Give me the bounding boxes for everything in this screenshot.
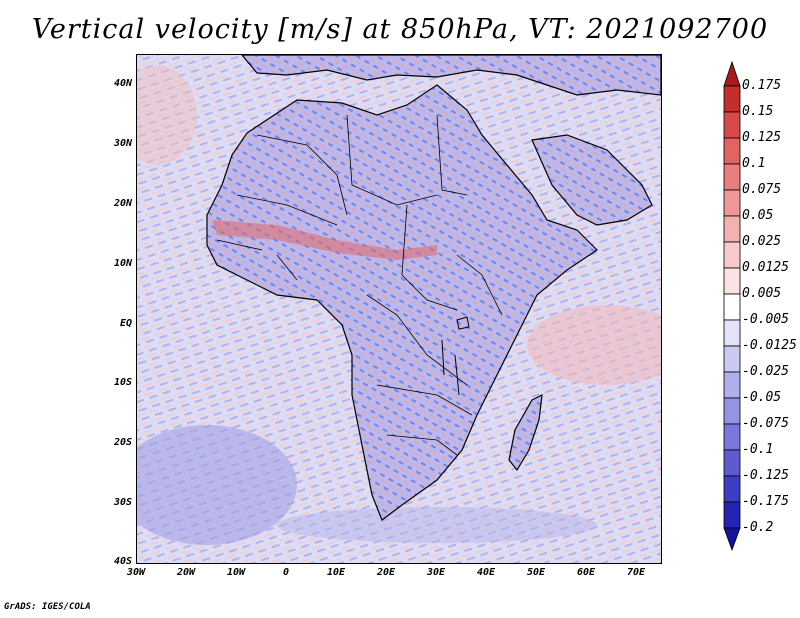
colorbar-box xyxy=(723,215,741,243)
lake-victoria xyxy=(456,316,470,330)
colorbar-box xyxy=(723,163,741,191)
colorbar-box xyxy=(723,345,741,373)
sahel-ascent-band xyxy=(212,220,437,260)
colorbar-label: 0.0125 xyxy=(742,260,789,275)
colorbar-label: -0.005 xyxy=(742,312,789,327)
map-canvas xyxy=(137,55,661,563)
lon-tick-0: 0 xyxy=(282,567,290,578)
map-panel xyxy=(136,54,662,564)
lon-tick-30W: 30W xyxy=(126,567,146,578)
colorbar-label: 0.05 xyxy=(742,208,774,223)
europe-land xyxy=(241,55,661,96)
colorbar-label: 0.15 xyxy=(742,104,774,119)
colorbar-label: -0.0125 xyxy=(742,338,797,353)
colorbar-box xyxy=(723,371,741,399)
colorbar-box xyxy=(723,423,741,451)
colorbar-boxes xyxy=(723,60,741,552)
colorbar-box xyxy=(723,137,741,165)
colorbar-label: 0.025 xyxy=(742,234,782,249)
lon-tick-10W: 10W xyxy=(226,567,246,578)
colorbar-label: -0.05 xyxy=(742,390,782,405)
lon-tick-60E: 60E xyxy=(576,567,596,578)
country-borders xyxy=(216,114,503,456)
colorbar-label: -0.1 xyxy=(742,442,774,457)
colorbar-label: -0.075 xyxy=(742,416,789,431)
colorbar-label: -0.2 xyxy=(742,520,774,535)
lon-tick-10E: 10E xyxy=(326,567,346,578)
colorbar-label: -0.125 xyxy=(742,468,789,483)
colorbar-box xyxy=(723,189,741,217)
colorbar xyxy=(723,60,741,552)
lon-tick-50E: 50E xyxy=(526,567,546,578)
lat-tick-30N: 30N xyxy=(113,138,132,149)
lat-tick-30S: 30S xyxy=(113,497,132,508)
lon-tick-20W: 20W xyxy=(176,567,196,578)
colorbar-label: 0.005 xyxy=(742,286,782,301)
colorbar-label: 0.175 xyxy=(742,78,782,93)
colorbar-label: 0.075 xyxy=(742,182,782,197)
southern-band xyxy=(277,507,597,543)
colorbar-box xyxy=(723,475,741,503)
lat-tick-10S: 10S xyxy=(113,377,132,388)
lat-tick-20S: 20S xyxy=(113,437,132,448)
lat-tick-20N: 20N xyxy=(113,198,132,209)
map-title: Vertical velocity [m/s] at 850hPa, VT: 2… xyxy=(31,14,769,45)
colorbar-box xyxy=(723,397,741,425)
north-atlantic-patch xyxy=(137,65,197,165)
colorbar-label: 0.125 xyxy=(742,130,782,145)
madagascar xyxy=(508,393,543,472)
arabian-peninsula xyxy=(531,134,653,226)
colorbar-box xyxy=(723,449,741,477)
rift-lakes xyxy=(441,339,460,396)
lon-tick-70E: 70E xyxy=(626,567,646,578)
lat-tick-40S: 40S xyxy=(113,556,132,567)
lon-tick-40E: 40E xyxy=(476,567,496,578)
colorbar-box xyxy=(723,501,741,529)
credit-text: GrADS: IGES/COLA xyxy=(4,602,91,612)
south-atlantic-descent xyxy=(137,425,297,545)
colorbar-label: -0.175 xyxy=(742,494,789,509)
colorbar-box xyxy=(723,111,741,139)
lat-tick-40N: 40N xyxy=(113,78,132,89)
colorbar-bottom-arrow xyxy=(723,527,741,552)
colorbar-box xyxy=(723,241,741,269)
lat-tick-EQ: EQ xyxy=(119,318,132,329)
colorbar-box xyxy=(723,85,741,113)
colorbar-label: 0.1 xyxy=(742,156,766,171)
colorbar-top-arrow xyxy=(723,60,741,87)
colorbar-label: -0.025 xyxy=(742,364,789,379)
africa-land xyxy=(206,84,598,521)
colorbar-box xyxy=(723,319,741,347)
lon-tick-30E: 30E xyxy=(426,567,446,578)
lat-tick-10N: 10N xyxy=(113,258,132,269)
colorbar-box xyxy=(723,267,741,295)
indian-ocean-ascent xyxy=(527,305,661,385)
lon-tick-20E: 20E xyxy=(376,567,396,578)
colorbar-box xyxy=(723,293,741,321)
